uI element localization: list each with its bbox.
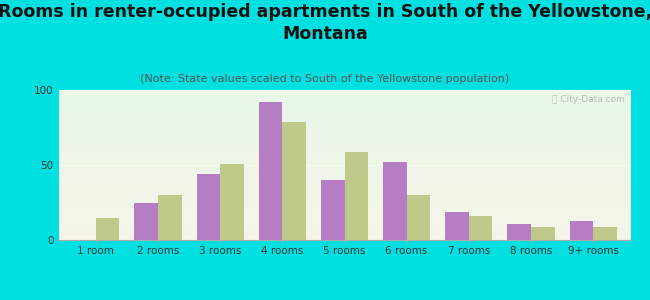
Bar: [282, 122, 306, 240]
Bar: [383, 162, 407, 240]
Bar: [158, 195, 181, 240]
Bar: [569, 220, 593, 240]
Bar: [220, 164, 244, 240]
Bar: [508, 224, 531, 240]
Bar: [593, 226, 617, 240]
Legend: South of the Yellowstone, Montana: South of the Yellowstone, Montana: [198, 298, 491, 300]
Text: (Note: State values scaled to South of the Yellowstone population): (Note: State values scaled to South of t…: [140, 74, 510, 83]
Bar: [135, 202, 158, 240]
Bar: [96, 218, 120, 240]
Bar: [407, 195, 430, 240]
Bar: [321, 180, 345, 240]
Bar: [259, 102, 282, 240]
Bar: [445, 212, 469, 240]
Text: ⓘ City-Data.com: ⓘ City-Data.com: [552, 94, 625, 103]
Bar: [531, 226, 554, 240]
Bar: [344, 152, 368, 240]
Text: Rooms in renter-occupied apartments in South of the Yellowstone,
Montana: Rooms in renter-occupied apartments in S…: [0, 3, 650, 43]
Bar: [469, 216, 493, 240]
Bar: [196, 174, 220, 240]
